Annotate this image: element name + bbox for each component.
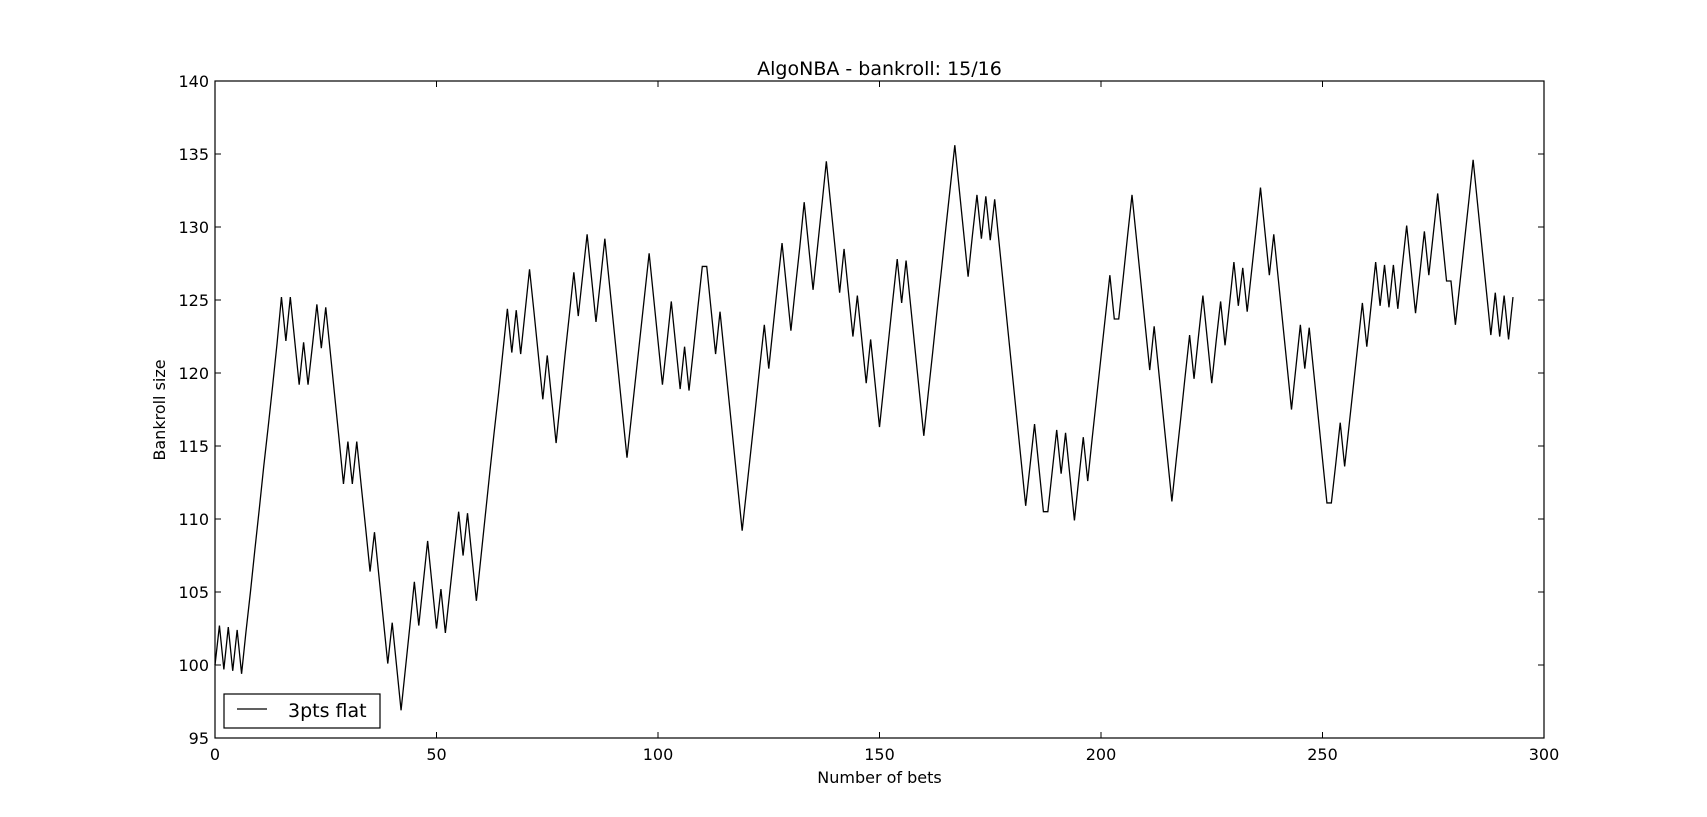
y-tick-label: 110 — [178, 510, 209, 529]
y-tick-label: 125 — [178, 291, 209, 310]
x-tick-label: 50 — [426, 745, 446, 764]
y-tick-label: 130 — [178, 218, 209, 237]
y-axis-ticks: 95 100 105 110 115 120 125 130 135 140 — [178, 72, 1544, 748]
y-tick-label: 100 — [178, 656, 209, 675]
legend: 3pts flat — [223, 693, 381, 729]
x-axis-ticks: 0 50 100 150 200 250 300 — [210, 81, 1559, 764]
x-tick-label: 250 — [1307, 745, 1338, 764]
x-tick-label: 200 — [1086, 745, 1117, 764]
y-tick-label: 105 — [178, 583, 209, 602]
chart-title: AlgoNBA - bankroll: 15/16 — [757, 58, 1002, 80]
x-tick-label: 100 — [643, 745, 674, 764]
x-tick-label: 150 — [864, 745, 895, 764]
legend-box — [223, 693, 381, 729]
x-tick-label: 300 — [1529, 745, 1560, 764]
y-tick-label: 135 — [178, 145, 209, 164]
y-tick-label: 115 — [178, 437, 209, 456]
y-tick-label: 140 — [178, 72, 209, 91]
y-tick-label: 95 — [189, 729, 209, 748]
x-tick-label: 0 — [210, 745, 220, 764]
series-line-3pts-flat — [214, 145, 1514, 711]
x-axis-label: Number of bets — [817, 768, 941, 787]
legend-label: 3pts flat — [288, 700, 367, 722]
plot-frame — [214, 80, 1545, 739]
y-axis-label: Bankroll size — [150, 359, 169, 460]
y-tick-label: 120 — [178, 364, 209, 383]
